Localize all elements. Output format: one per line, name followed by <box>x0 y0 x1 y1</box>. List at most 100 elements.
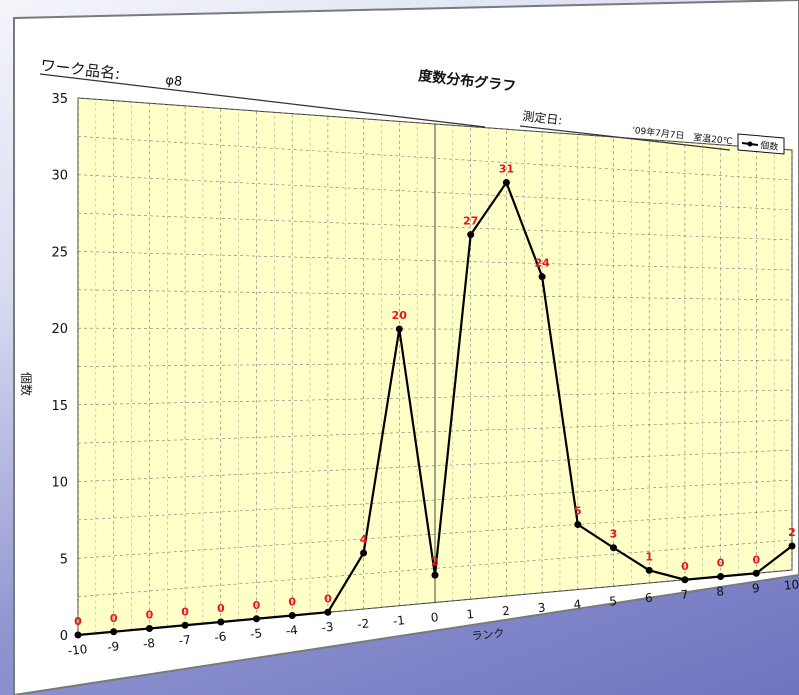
y-tick-label: 35 <box>51 92 68 107</box>
data-label: 0 <box>288 596 296 609</box>
x-tick-label: 9 <box>751 581 760 596</box>
y-tick-label: 10 <box>51 476 68 491</box>
series-line <box>74 179 796 639</box>
y-axis-label: 個数 <box>19 372 34 396</box>
x-tick-label: -6 <box>214 629 227 644</box>
data-label: 20 <box>392 309 408 322</box>
x-tick-label: -7 <box>178 633 191 648</box>
data-point <box>538 273 546 281</box>
grid-line-y <box>77 539 793 597</box>
y-tick-label: 20 <box>51 322 68 337</box>
data-label: 5 <box>574 504 582 517</box>
data-label: 0 <box>717 557 725 570</box>
data-point <box>145 625 153 632</box>
header-underline-right <box>519 125 731 151</box>
data-point <box>645 566 653 574</box>
x-tick-label: -9 <box>107 639 120 654</box>
data-point <box>395 325 403 333</box>
y-tick-label: 0 <box>60 629 68 644</box>
data-label: 0 <box>181 605 189 618</box>
data-label: 1 <box>645 550 653 563</box>
x-tick-labels: -10 -9 -8 -7 -6 -5 -4 -3 -2 -1 0 1 2 3 4 5 6 7 8 9 10 <box>67 577 799 658</box>
x-tick-label: 5 <box>609 594 618 609</box>
grid-line-y <box>77 419 793 444</box>
data-point <box>752 569 760 577</box>
data-point <box>288 612 296 619</box>
data-label: 0 <box>752 553 760 566</box>
x-tick-label: -8 <box>142 636 155 651</box>
data-label: 3 <box>610 528 618 541</box>
data-label: 31 <box>499 163 514 176</box>
data-point <box>574 520 582 528</box>
grid-line-y <box>77 389 793 406</box>
x-tick-label: 8 <box>716 584 725 599</box>
data-label: 24 <box>534 257 550 270</box>
legend: 個数 <box>737 133 785 155</box>
grid-line-y <box>77 174 793 211</box>
y-tick-label: 30 <box>51 169 68 184</box>
x-tick-label: -3 <box>321 620 334 635</box>
x-tick-label: -1 <box>392 613 405 628</box>
x-tick-label: 4 <box>573 597 582 612</box>
data-point <box>324 608 332 616</box>
data-label: 0 <box>324 592 332 605</box>
grid-line-y <box>77 289 793 301</box>
data-label: 0 <box>110 612 118 625</box>
grid-lines <box>77 97 793 636</box>
x-tick-label: -5 <box>249 626 262 641</box>
data-point <box>431 571 439 579</box>
data-label: 2 <box>431 555 439 568</box>
x-tick-label: 10 <box>783 577 799 593</box>
grid-line-y <box>77 136 793 181</box>
legend-marker <box>747 141 753 147</box>
x-tick-label: -10 <box>67 642 88 658</box>
data-label: 27 <box>463 215 478 228</box>
grid-line-y <box>77 449 793 482</box>
data-point <box>717 573 725 580</box>
header-underline-left <box>39 73 486 128</box>
y-tick-labels: 0 5 10 15 20 25 30 35 <box>51 92 68 644</box>
data-label: 4 <box>360 533 368 546</box>
x-tick-label: 3 <box>537 600 546 615</box>
data-point <box>360 549 368 557</box>
data-label: 0 <box>74 615 82 628</box>
x-tick-label: -4 <box>285 623 298 638</box>
data-label: 0 <box>217 602 225 615</box>
data-point <box>181 621 189 629</box>
data-label: 0 <box>681 560 689 573</box>
legend-box <box>737 133 785 155</box>
x-tick-label: 7 <box>680 587 689 602</box>
data-point <box>110 628 118 636</box>
grid-line-y <box>77 97 793 151</box>
work-value: φ8 <box>165 73 183 90</box>
data-point <box>502 179 510 187</box>
data-point <box>74 631 82 639</box>
data-point <box>217 618 225 626</box>
data-point <box>467 231 475 239</box>
data-point <box>253 615 260 623</box>
y-tick-label: 15 <box>51 399 68 414</box>
x-tick-label: 1 <box>466 607 475 622</box>
x-tick-label: 2 <box>501 604 510 619</box>
y-tick-label: 25 <box>51 245 68 260</box>
grid-line-y <box>77 479 793 521</box>
data-point <box>788 542 796 550</box>
data-label: 0 <box>146 609 154 622</box>
data-label: 0 <box>253 599 261 612</box>
grid-line-y <box>77 251 793 271</box>
grid-line-y <box>77 212 793 241</box>
legend-label: 個数 <box>760 139 779 153</box>
x-axis-label: ランク <box>471 627 505 643</box>
data-label: 2 <box>788 526 796 539</box>
grid-line-y <box>77 327 793 331</box>
x-tick-label: 0 <box>430 610 439 625</box>
x-tick-label: -2 <box>356 616 369 631</box>
y-tick-label: 5 <box>60 552 68 567</box>
data-point <box>681 576 689 584</box>
measure-label: 測定日: <box>522 108 563 127</box>
grid-line-y <box>77 509 793 559</box>
data-point <box>610 544 617 552</box>
grid-line-y <box>77 359 793 367</box>
